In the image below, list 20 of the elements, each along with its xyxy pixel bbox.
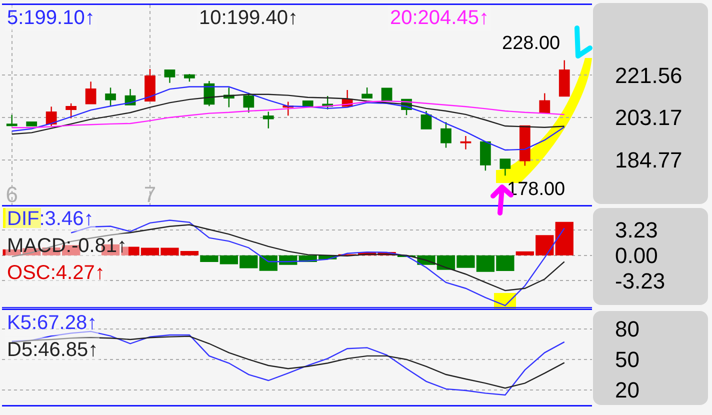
y-tick-label: 184.77 <box>615 148 682 173</box>
annotation: 178.00 <box>507 179 566 200</box>
series-label: OSC:4.27↑ <box>7 262 105 284</box>
y-tick-label: 50 <box>615 347 640 372</box>
series-label: MACD:-0.81↑ <box>7 235 128 257</box>
text: 10:199.40↑ <box>199 7 298 29</box>
y-tick-label: -3.23 <box>615 268 666 294</box>
x-tick-label: 6 <box>6 182 18 207</box>
x-tick-label: 7 <box>144 182 156 207</box>
text: 5:199.10↑ <box>7 7 95 29</box>
y-tick-label: 221.56 <box>615 62 682 88</box>
annotation: 228.00 <box>502 33 560 54</box>
y-tick-label: 0.00 <box>615 243 658 268</box>
series-label: D5:46.85↑ <box>7 339 98 361</box>
y-tick-label: 3.23 <box>615 218 658 243</box>
y-tick-label: 80 <box>615 316 640 342</box>
y-tick-label: 203.17 <box>615 105 682 130</box>
y-tick-label: 20 <box>615 378 640 403</box>
text: 20:204.45↑ <box>390 7 489 29</box>
series-label: K5:67.28↑ <box>7 312 98 334</box>
